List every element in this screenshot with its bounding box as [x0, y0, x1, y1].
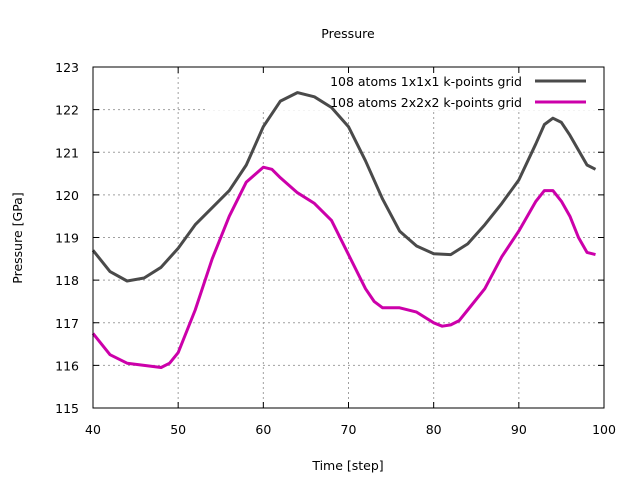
grid-lines	[93, 67, 604, 408]
y-tick-label: 118	[55, 273, 79, 288]
legend: 108 atoms 1x1x1 k-points grid 108 atoms 2…	[330, 74, 586, 110]
legend-label: 108 atoms 1x1x1 k-points grid	[330, 74, 522, 89]
x-tick-label: 70	[341, 422, 357, 437]
axis-ticks: 40 50 60 70 80 90 100 115 116 117 118 119 120 121 122 1…	[55, 60, 616, 437]
y-tick-label: 120	[55, 188, 79, 203]
series-line-2	[91, 165, 596, 369]
legend-label: 108 atoms 2x2x2 k-points grid	[330, 95, 522, 110]
y-tick-label: 117	[55, 316, 79, 331]
x-axis-label: Time [step]	[311, 458, 383, 473]
series-line-1	[91, 91, 597, 283]
x-tick-label: 80	[426, 422, 442, 437]
y-tick-label: 115	[55, 401, 79, 416]
y-tick-label: 121	[55, 145, 79, 160]
x-tick-label: 50	[170, 422, 186, 437]
x-tick-label: 60	[255, 422, 271, 437]
x-tick-label: 100	[592, 422, 616, 437]
x-tick-label: 40	[85, 422, 101, 437]
chart-title: Pressure	[321, 26, 375, 41]
y-axis-label: Pressure [GPa]	[10, 192, 25, 283]
y-tick-label: 122	[55, 103, 79, 118]
series-lines	[91, 91, 597, 369]
y-tick-label: 123	[55, 60, 79, 75]
y-tick-label: 119	[55, 231, 79, 246]
x-tick-label: 90	[511, 422, 527, 437]
y-tick-label: 116	[55, 358, 79, 373]
